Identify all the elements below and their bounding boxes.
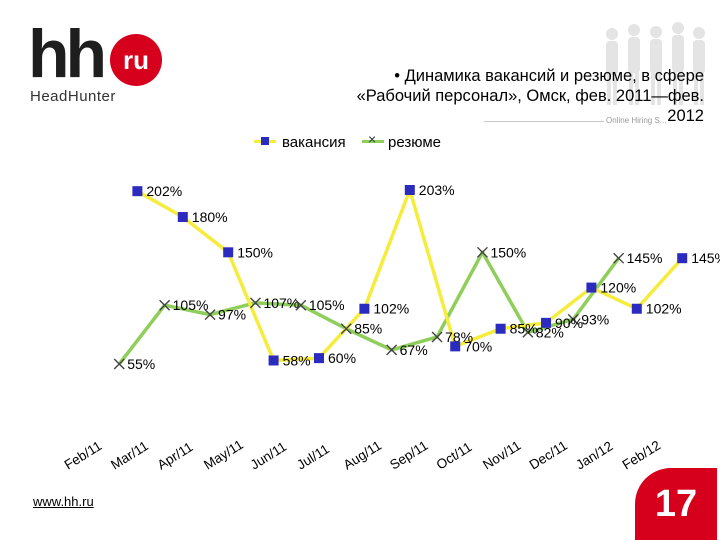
page-number-badge: 17 [635,468,717,540]
resume-data-label: 97% [218,307,246,323]
vacancy-marker [405,185,415,195]
vacancy-marker [314,353,324,363]
x-tick-label: Dec/11 [527,438,570,473]
x-tick-label: Apr/11 [155,439,196,472]
vacancy-marker [496,324,506,334]
vacancy-data-label: 102% [373,301,409,317]
x-tick-label: Feb/11 [62,438,105,472]
x-tick-label: May/11 [201,437,246,473]
website-link[interactable]: www.hh.ru [33,494,94,509]
resume-data-label: 105% [309,297,345,313]
line-chart: 55%105%97%107% 105%85%67%78%150%82%93%145… [0,0,720,540]
vacancy-marker [632,304,642,314]
x-tick-label: Nov/11 [480,438,523,473]
vacancy-marker [450,341,460,351]
vacancy-marker [586,283,596,293]
vacancy-marker [223,247,233,257]
resume-data-label: 150% [490,244,526,260]
x-tick-label: Feb/12 [620,438,664,473]
resume-data-label: 145% [627,250,663,266]
vacancy-data-label: 145% [691,250,720,266]
resume-data-label: 107% [263,295,299,311]
vacancy-data-label: 102% [646,301,682,317]
vacancy-marker [677,253,687,263]
x-tick-label: Sep/11 [387,438,430,473]
vacancy-data-label: 70% [464,338,492,354]
vacancy-marker [541,318,551,328]
vacancy-data-label: 58% [283,352,311,368]
vacancy-data-label: 203% [419,182,455,198]
resume-marker [614,253,624,263]
resume-data-label: 85% [354,321,382,337]
vacancy-data-label: 180% [192,209,228,225]
vacancy-marker [359,304,369,314]
resume-data-label: 93% [581,311,609,327]
vacancy-data-label: 85% [510,321,538,337]
resume-marker [114,359,124,369]
vacancy-marker [178,212,188,222]
vacancy-marker [269,355,279,365]
x-tick-label: Mar/11 [108,438,151,472]
x-tick-label: Aug/11 [341,438,384,473]
vacancy-marker [132,186,142,196]
vacancy-data-label: 202% [146,183,182,199]
x-tick-label: Jul/11 [294,441,332,472]
x-tick-label: Jan/12 [573,438,615,472]
vacancy-data-label: 90% [555,315,583,331]
x-tick-label: Oct/11 [434,439,475,472]
vacancy-data-label: 150% [237,244,273,260]
resume-data-label: 105% [173,297,209,313]
x-tick-label: Jun/11 [248,439,289,473]
resume-data-label: 67% [400,342,428,358]
resume-data-label: 55% [127,356,155,372]
vacancy-data-label: 60% [328,350,356,366]
vacancy-data-label: 120% [600,280,636,296]
